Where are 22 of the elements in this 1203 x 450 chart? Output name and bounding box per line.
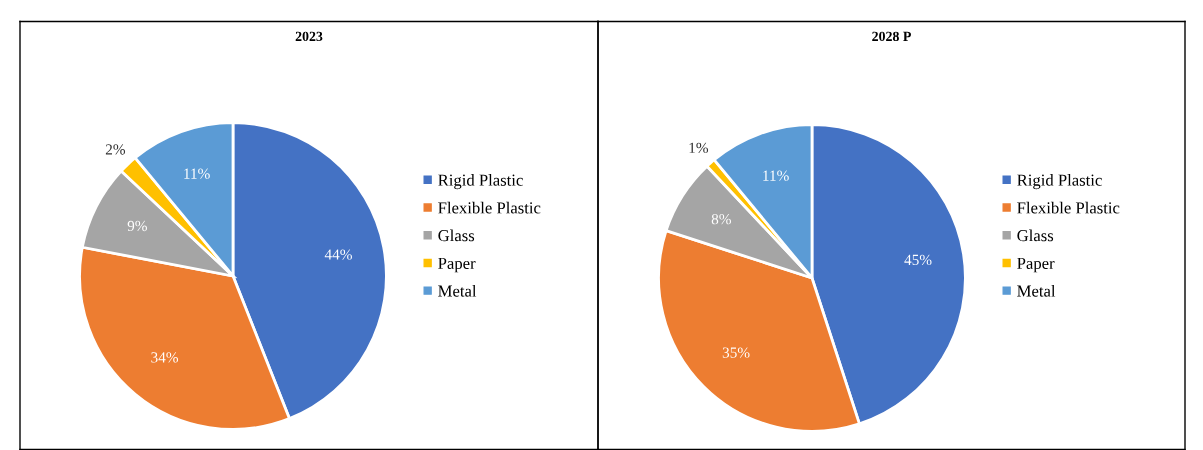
- legend-label: Flexible Plastic: [438, 201, 541, 214]
- data-label: 45%: [904, 254, 932, 266]
- legend-label: Rigid Plastic: [1017, 174, 1102, 190]
- data-label: 35%: [722, 347, 750, 358]
- legend-label: Glass: [438, 229, 475, 242]
- legend-label: Glass: [1017, 229, 1054, 242]
- chart-title: 2028 P: [872, 31, 911, 42]
- data-label: 2%: [105, 144, 126, 155]
- legend-label: Paper: [438, 257, 476, 273]
- legend-label: Flexible Plastic: [1017, 201, 1120, 214]
- data-label: 11%: [763, 170, 789, 181]
- data-label: 8%: [711, 213, 731, 225]
- data-label: 44%: [324, 249, 352, 260]
- legend-label: Metal: [1017, 284, 1056, 297]
- data-label: 9%: [127, 220, 147, 232]
- data-label: 34%: [151, 352, 179, 363]
- legend-label: Paper: [1017, 257, 1055, 273]
- chart-title: 2023: [295, 31, 323, 42]
- data-label: 1%: [689, 142, 709, 153]
- data-label: 11%: [184, 168, 210, 179]
- legend-label: Rigid Plastic: [438, 174, 523, 190]
- legend-label: Metal: [438, 284, 477, 297]
